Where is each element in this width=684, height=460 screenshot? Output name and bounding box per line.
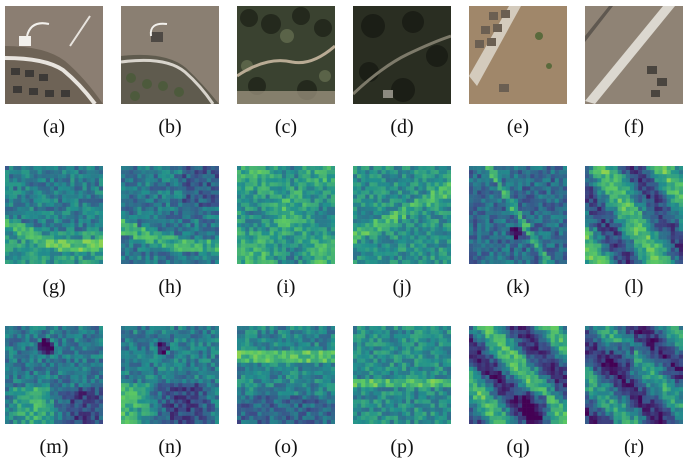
feature-heatmap-g <box>5 166 103 264</box>
feature-heatmap-q <box>469 326 567 424</box>
panel-f: (f) <box>585 6 683 138</box>
feature-heatmap-m <box>5 326 103 424</box>
aerial-image-b <box>121 6 219 104</box>
panel-o: (o) <box>237 326 335 458</box>
panel-label-q: (q) <box>506 436 530 458</box>
feature-heatmap-l <box>585 166 683 264</box>
panel-label-g: (g) <box>42 276 66 298</box>
panel-c: (c) <box>237 6 335 138</box>
panel-n: (n) <box>121 326 219 458</box>
panel-b: (b) <box>121 6 219 138</box>
panel-label-c: (c) <box>274 116 298 138</box>
panel-label-f: (f) <box>624 116 644 138</box>
feature-heatmap-h <box>121 166 219 264</box>
panel-label-e: (e) <box>506 116 530 138</box>
feature-heatmap-j <box>353 166 451 264</box>
panel-label-a: (a) <box>42 116 66 138</box>
panel-k: (k) <box>469 166 567 298</box>
feature-heatmap-i <box>237 166 335 264</box>
panel-l: (l) <box>585 166 683 298</box>
panel-q: (q) <box>469 326 567 458</box>
panel-j: (j) <box>353 166 451 298</box>
panel-label-n: (n) <box>158 436 182 458</box>
panel-m: (m) <box>5 326 103 458</box>
feature-heatmap-n <box>121 326 219 424</box>
aerial-image-a <box>5 6 103 104</box>
feature-heatmap-p <box>353 326 451 424</box>
panel-r: (r) <box>585 326 683 458</box>
panel-label-d: (d) <box>390 116 414 138</box>
panel-label-k: (k) <box>506 276 530 298</box>
panel-label-o: (o) <box>274 436 298 458</box>
panel-label-m: (m) <box>39 436 69 458</box>
panel-label-p: (p) <box>390 436 414 458</box>
panel-label-b: (b) <box>158 116 182 138</box>
panel-e: (e) <box>469 6 567 138</box>
aerial-image-f <box>585 6 683 104</box>
panel-p: (p) <box>353 326 451 458</box>
panel-h: (h) <box>121 166 219 298</box>
aerial-image-c <box>237 6 335 104</box>
panel-g: (g) <box>5 166 103 298</box>
panel-d: (d) <box>353 6 451 138</box>
feature-heatmap-r <box>585 326 683 424</box>
panel-a: (a) <box>5 6 103 138</box>
aerial-image-d <box>353 6 451 104</box>
feature-heatmap-o <box>237 326 335 424</box>
aerial-image-e <box>469 6 567 104</box>
panel-label-h: (h) <box>158 276 182 298</box>
panel-label-l: (l) <box>624 276 644 298</box>
panel-label-r: (r) <box>624 436 644 458</box>
panel-i: (i) <box>237 166 335 298</box>
panel-label-j: (j) <box>392 276 412 298</box>
feature-heatmap-k <box>469 166 567 264</box>
panel-label-i: (i) <box>276 276 296 298</box>
